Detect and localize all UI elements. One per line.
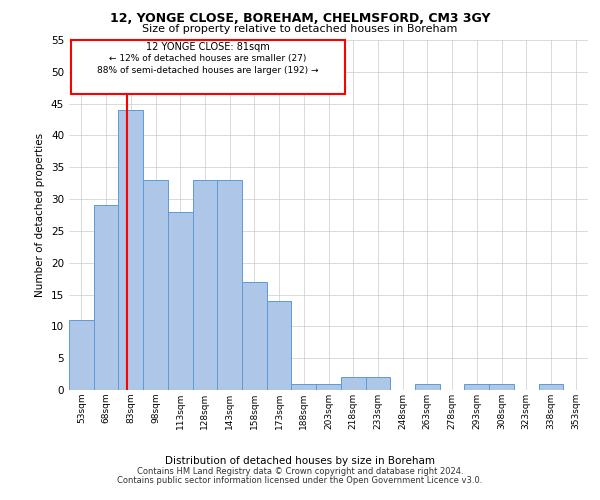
Bar — [143, 180, 168, 390]
FancyBboxPatch shape — [71, 40, 345, 94]
Text: Size of property relative to detached houses in Boreham: Size of property relative to detached ho… — [142, 24, 458, 34]
Bar — [118, 110, 143, 390]
Bar — [267, 301, 292, 390]
Bar — [464, 384, 489, 390]
Y-axis label: Number of detached properties: Number of detached properties — [35, 133, 46, 297]
Bar — [69, 320, 94, 390]
Bar — [168, 212, 193, 390]
Bar — [292, 384, 316, 390]
Bar — [489, 384, 514, 390]
Bar — [365, 378, 390, 390]
Text: 88% of semi-detached houses are larger (192) →: 88% of semi-detached houses are larger (… — [97, 66, 319, 76]
Text: 12, YONGE CLOSE, BOREHAM, CHELMSFORD, CM3 3GY: 12, YONGE CLOSE, BOREHAM, CHELMSFORD, CM… — [110, 12, 490, 26]
Text: 12 YONGE CLOSE: 81sqm: 12 YONGE CLOSE: 81sqm — [146, 42, 269, 52]
Bar — [316, 384, 341, 390]
Text: Contains HM Land Registry data © Crown copyright and database right 2024.: Contains HM Land Registry data © Crown c… — [137, 467, 463, 476]
Bar — [193, 180, 217, 390]
Text: Contains public sector information licensed under the Open Government Licence v3: Contains public sector information licen… — [118, 476, 482, 485]
Bar — [217, 180, 242, 390]
Text: Distribution of detached houses by size in Boreham: Distribution of detached houses by size … — [165, 456, 435, 466]
Bar — [415, 384, 440, 390]
Bar — [94, 206, 118, 390]
Text: ← 12% of detached houses are smaller (27): ← 12% of detached houses are smaller (27… — [109, 54, 307, 63]
Bar — [242, 282, 267, 390]
Bar — [341, 378, 365, 390]
Bar — [539, 384, 563, 390]
